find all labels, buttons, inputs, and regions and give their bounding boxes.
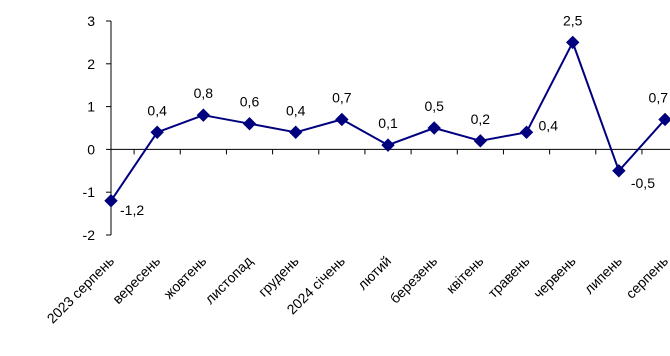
data-label: -1,2 [120, 202, 144, 218]
y-tick-label: 3 [87, 13, 95, 29]
x-category-label: липень [581, 253, 625, 297]
data-point [150, 125, 164, 139]
data-label: -0,5 [631, 175, 655, 191]
data-label: 0,7 [649, 89, 669, 105]
data-point [473, 134, 488, 148]
data-point [565, 35, 580, 50]
data-point [288, 125, 303, 139]
data-point [381, 138, 395, 152]
y-tick-label: 1 [87, 99, 95, 115]
y-tick-label: -1 [83, 184, 96, 200]
data-point [519, 125, 534, 139]
data-labels: -1,2 0,4 0,8 0,6 0,4 0,7 0,1 0,5 0,2 0,4 2,5 -0,5 0,… [120, 12, 668, 217]
data-point [612, 164, 626, 178]
data-point [196, 108, 211, 122]
data-label: 0,4 [539, 117, 559, 133]
x-category-label: грудень [255, 253, 302, 300]
x-category-label: серпень [622, 253, 670, 302]
data-label: 0,7 [332, 89, 352, 105]
x-category-label: травень [485, 253, 533, 301]
data-label: 0,4 [286, 102, 306, 118]
data-point [427, 121, 441, 135]
data-point [335, 112, 349, 127]
data-point [658, 112, 670, 127]
y-tick-label: 0 [87, 141, 95, 157]
data-label: 0,5 [424, 98, 444, 114]
series [104, 35, 670, 208]
y-axis: 3 2 1 0 -1 -2 [83, 13, 112, 243]
y-tick-label: 2 [87, 56, 95, 72]
y-tick-label: -2 [83, 227, 96, 243]
x-category-label: березень [387, 253, 441, 307]
data-label: 0,4 [147, 102, 167, 118]
x-category-label: 2023 серпень [44, 253, 118, 327]
data-label: 0,6 [240, 94, 260, 110]
data-label: 0,2 [471, 111, 491, 127]
data-label: 2,5 [563, 12, 583, 28]
data-label: 0,8 [194, 85, 214, 101]
x-category-label: вересень [109, 253, 163, 307]
x-category-label: червень [530, 253, 579, 302]
x-category-label: листопад [201, 253, 255, 307]
data-label: 0,1 [378, 115, 398, 131]
data-point [242, 117, 257, 131]
x-category-label: лютий [354, 253, 394, 293]
x-axis [111, 148, 670, 155]
data-point [104, 194, 118, 208]
x-category-label: квітень [443, 253, 487, 297]
